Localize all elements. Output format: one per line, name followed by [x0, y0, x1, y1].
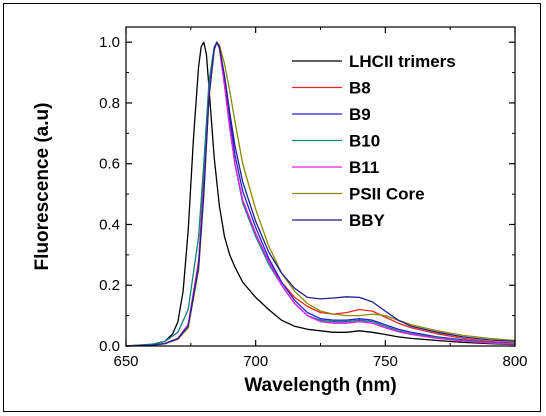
legend-label-b9: B9 — [349, 105, 371, 124]
plot-lines — [125, 41, 516, 347]
series-line-bby — [125, 41, 516, 347]
legend-label-b11: B11 — [349, 158, 379, 177]
y-tick-label: 1.0 — [99, 34, 120, 51]
legend-label-bby: BBY — [349, 211, 386, 230]
axis-tick-labels: 650 700 750 800 0.0 0.2 0.4 0.6 0.8 1.0 — [99, 34, 527, 370]
y-tick-label: 0.4 — [99, 216, 120, 233]
axis-ticks — [125, 27, 516, 347]
x-tick-label: 750 — [373, 353, 398, 370]
series-line-b10 — [125, 41, 516, 347]
x-tick-label: 650 — [113, 353, 138, 370]
y-tick-label: 0.6 — [99, 156, 120, 173]
chart-frame — [3, 3, 541, 412]
y-tick-label: 0.8 — [99, 95, 120, 112]
x-tick-label: 700 — [243, 353, 268, 370]
series-line-lhcii-trimers — [125, 41, 516, 347]
y-axis-title: Fluorescence (a.u) — [32, 103, 53, 271]
legend: LHCII trimers B8 B9 B10 B11 PSII Core BBY — [292, 52, 456, 230]
legend-label-b8: B8 — [349, 79, 371, 98]
legend-label-lhcii-trimers: LHCII trimers — [349, 52, 456, 71]
plot-area-border — [125, 26, 516, 347]
y-tick-label: 0.0 — [99, 338, 120, 355]
y-tick-label: 0.2 — [99, 277, 120, 294]
x-axis-title: Wavelength (nm) — [244, 375, 396, 396]
x-tick-label: 800 — [502, 353, 527, 370]
legend-label-psii-core: PSII Core — [349, 185, 425, 204]
legend-label-b10: B10 — [349, 132, 380, 151]
